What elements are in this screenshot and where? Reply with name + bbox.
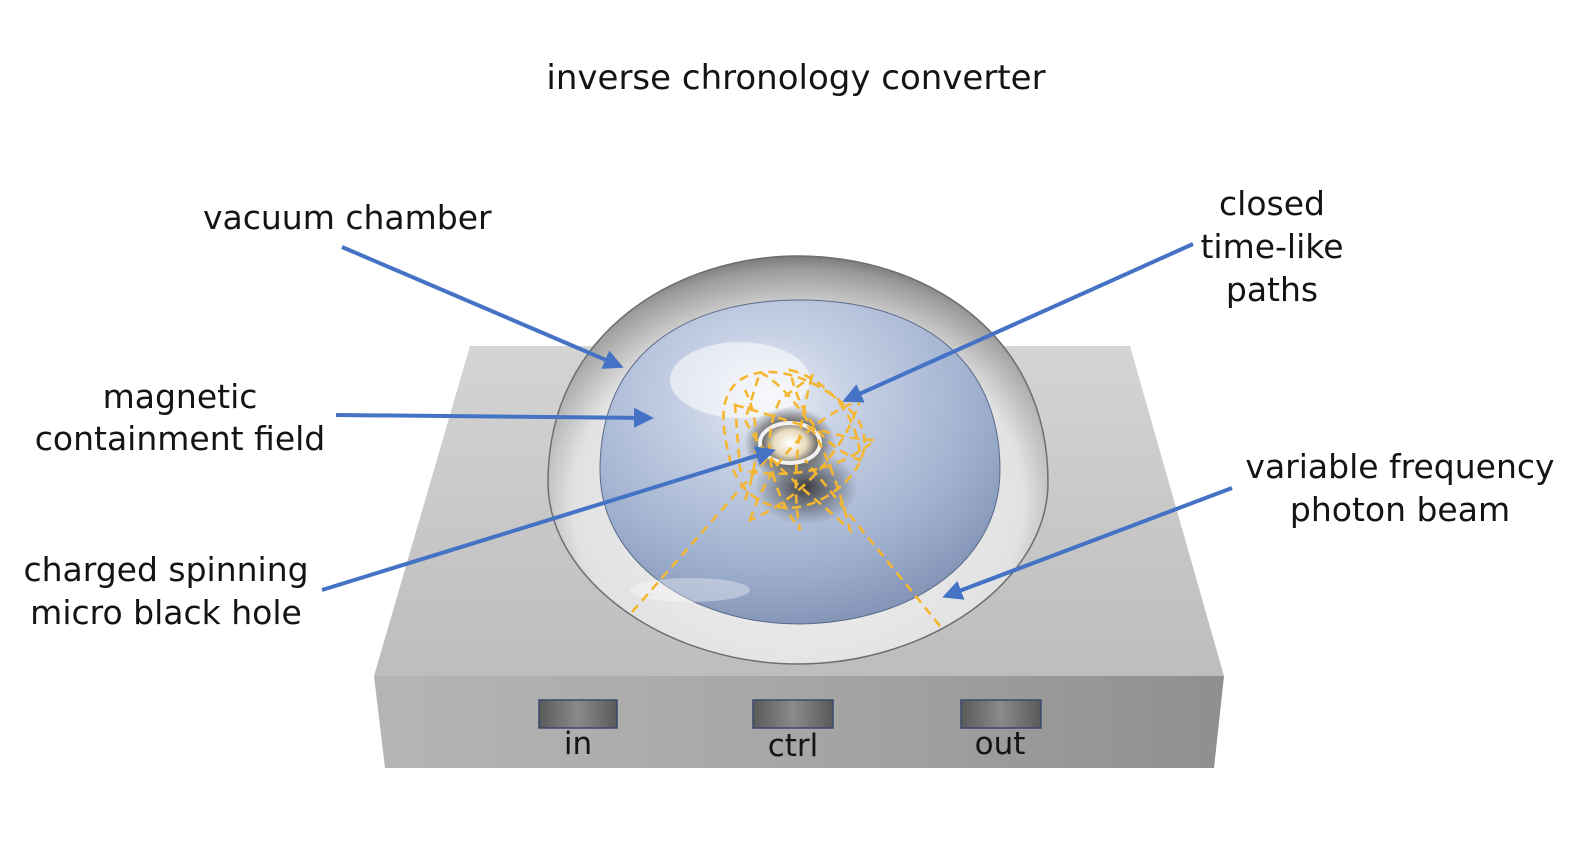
port-label-out: out bbox=[974, 726, 1026, 762]
photon-beam bbox=[631, 454, 942, 627]
label-beam-line1: variable frequency bbox=[1245, 447, 1555, 486]
annotation-arrows bbox=[321, 242, 1233, 600]
arrow-closed-paths bbox=[842, 242, 1194, 403]
label-beam-line2: photon beam bbox=[1289, 490, 1511, 529]
label-black-hole-line2: micro black hole bbox=[30, 593, 302, 632]
port-label-ctrl: ctrl bbox=[767, 728, 819, 764]
port-ctrl[interactable] bbox=[752, 699, 834, 729]
label-ctc-line2: time-like bbox=[1200, 227, 1344, 266]
label-vacuum-chamber: vacuum chamber bbox=[203, 198, 492, 237]
arrow-photon-beam bbox=[942, 486, 1233, 600]
arrow-black-hole bbox=[321, 446, 776, 592]
label-black-hole-line1: charged spinning bbox=[23, 550, 309, 589]
diagram-title: inverse chronology converter bbox=[546, 58, 1046, 98]
port-label-in: in bbox=[563, 726, 593, 762]
label-magnetic-line2: containment field bbox=[34, 419, 326, 458]
label-ctc-line3: paths bbox=[1225, 270, 1319, 309]
label-magnetic-line1: magnetic bbox=[102, 377, 258, 416]
arrow-vacuum-chamber bbox=[341, 245, 624, 369]
port-in[interactable] bbox=[538, 699, 618, 729]
arrow-magnetic-field bbox=[335, 407, 654, 428]
label-ctc-line1: closed bbox=[1219, 184, 1325, 223]
dome-reflection bbox=[630, 578, 750, 602]
port-out[interactable] bbox=[960, 699, 1042, 729]
